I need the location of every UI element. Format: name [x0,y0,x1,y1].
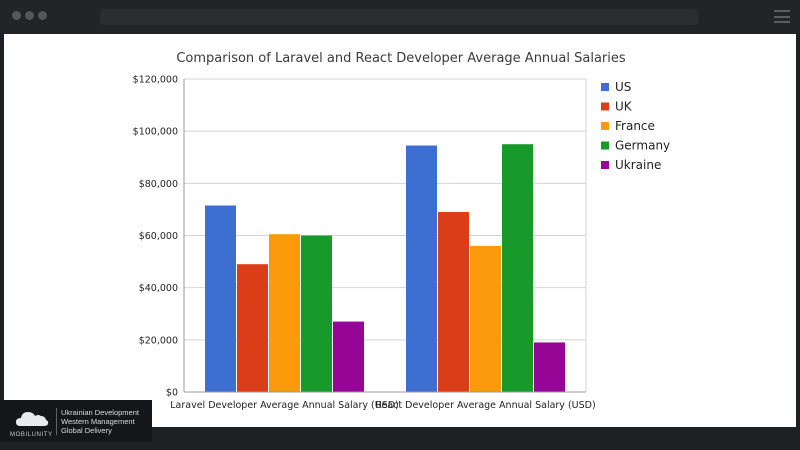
chart-title: Comparison of Laravel and React Develope… [176,51,626,66]
legend-label: Ukraine [615,158,661,172]
legend-label: France [615,119,655,133]
brand-tagline-line: Ukrainian Development [61,408,139,417]
brand-tagline-line: Global Delivery [61,426,112,435]
page-content: Comparison of Laravel and React Develope… [4,34,796,427]
y-tick-label: $0 [166,388,178,399]
window-minimize-dot[interactable] [25,11,34,20]
bar [269,234,300,392]
bar [502,144,533,392]
legend-swatch [601,161,609,169]
legend-swatch [601,102,609,111]
address-bar[interactable] [100,9,698,25]
y-tick-label: $40,000 [139,283,178,294]
legend-swatch [601,141,609,150]
legend-label: US [615,80,631,94]
legend-label: Germany [615,139,670,153]
y-tick-label: $60,000 [139,231,178,242]
bar [205,205,236,392]
bar [237,264,268,392]
legend-label: UK [615,100,633,114]
cloud-logo-icon [16,412,49,426]
y-tick-label: $100,000 [133,127,178,138]
window-titlebar [0,0,800,34]
bar [406,145,437,392]
window-bottom-bar [0,427,800,450]
window-maximize-dot[interactable] [38,11,47,20]
legend-swatch [601,122,609,130]
bar [438,212,469,392]
y-tick-label: $120,000 [133,75,178,86]
legend-swatch [601,83,609,91]
y-tick-label: $20,000 [139,335,178,346]
y-tick-label: $80,000 [139,179,178,190]
bar [333,321,364,392]
brand-name: MOBILUNITY [10,432,53,438]
hamburger-menu-icon[interactable] [774,10,790,23]
bar [301,235,332,392]
brand-tagline: Ukrainian Development Western Management… [56,408,139,435]
window-close-dot[interactable] [12,11,21,20]
bar-chart: Comparison of Laravel and React Develope… [133,51,671,411]
bar [534,342,565,392]
x-tick-label: Laravel Developer Average Annual Salary … [170,400,399,411]
bar [470,245,501,392]
brand-tagline-line: Western Management [61,417,135,426]
x-tick-label: React Developer Average Annual Salary (U… [375,400,595,411]
